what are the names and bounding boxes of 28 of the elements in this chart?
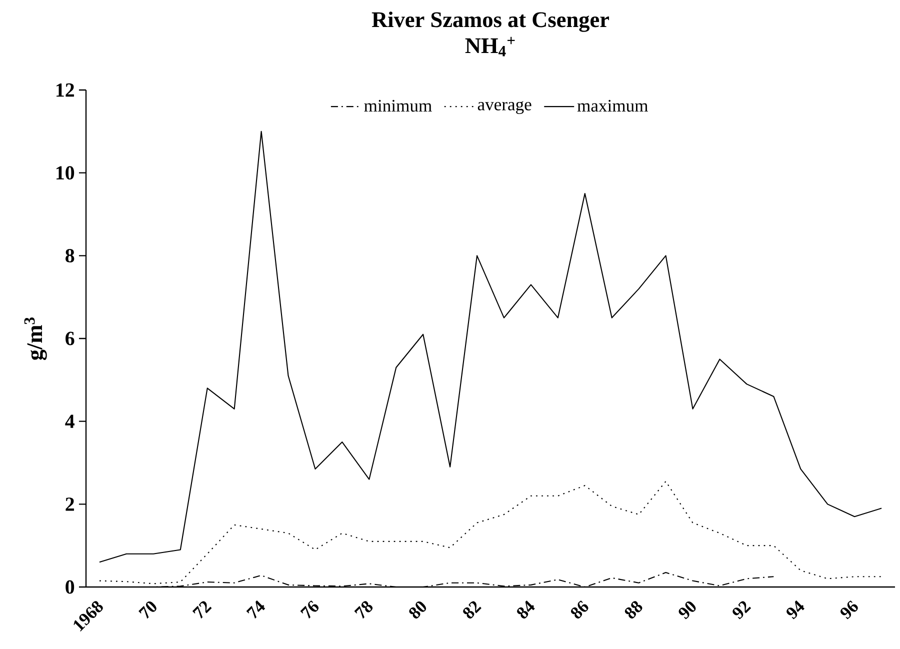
y-tick-label: 0	[66, 580, 74, 594]
x-tick-label: 94	[786, 600, 804, 620]
x-tick-label: 76	[300, 600, 319, 619]
x-tick-label: 80	[409, 601, 426, 618]
y-tick-label: 2	[66, 498, 74, 511]
y-tick-label: 8	[66, 248, 74, 262]
x-tick-label: 74	[246, 600, 266, 619]
x-tick-label: 96	[840, 600, 858, 620]
x-tick-label: 84	[517, 600, 535, 618]
x-tick-label: 88	[624, 601, 642, 618]
y-axis-title: g/m$^{3}$	[24, 318, 47, 360]
x-tick-label: 70	[138, 601, 156, 619]
legend-label: minimum	[364, 100, 432, 112]
y-tick-label: 4	[65, 414, 74, 428]
legend-label: average	[478, 101, 532, 114]
x-tick-label: 86	[570, 600, 588, 618]
line-series	[98, 130, 882, 563]
y-tick-label: 12	[56, 83, 74, 97]
legend-label: maximum	[577, 100, 648, 112]
x-tick-label: 92	[732, 601, 752, 620]
x-tick-label: 78	[354, 601, 373, 619]
chart-subtitle: NH$_{4}$+	[465, 36, 515, 56]
chart-title: River Szamos at Csenger	[372, 12, 610, 32]
x-tick-label: 72	[192, 601, 212, 619]
y-tick-label: 10	[56, 166, 74, 180]
x-tick-label: 90	[678, 601, 696, 620]
x-tick-label: 82	[463, 601, 482, 618]
y-tick-label: 6	[66, 332, 74, 346]
